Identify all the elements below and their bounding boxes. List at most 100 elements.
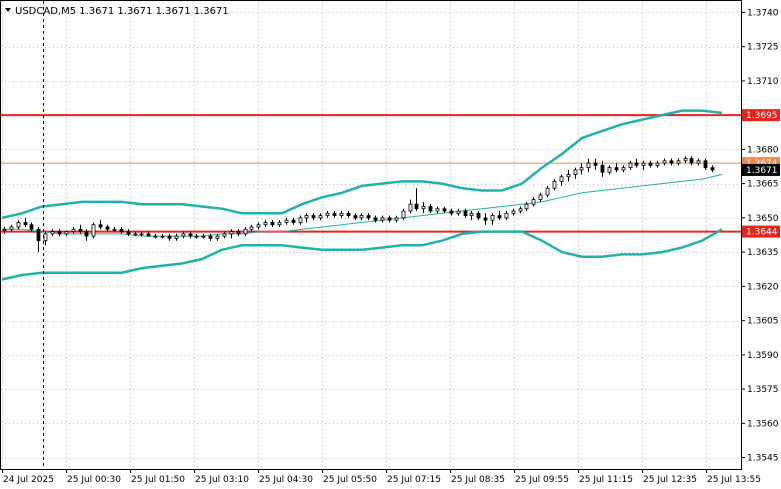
y-axis-tick-labels: 1.3740 1.3725 1.3710 1.3680 1.3665 1.3650 1.36… [741,8,779,464]
candle-body [36,228,41,242]
candle-body [222,233,227,237]
candle-body [16,222,21,228]
candle-body [586,162,591,169]
candle-body [243,228,248,235]
candle-body [689,158,694,164]
candles [2,156,715,253]
y-tick-label: 1.3650 [747,214,779,224]
candle-body [600,164,605,173]
candle-body [98,224,103,228]
candle-body [105,226,110,230]
y-tick-label: 1.3725 [747,43,779,53]
y-tick-label: 1.3740 [747,8,779,18]
candle-body [174,235,179,239]
y-tick-label: 1.3605 [747,317,779,327]
candle-body [593,162,598,166]
candle-body [57,231,62,235]
x-tick-label: 25 Jul 03:10 [195,475,249,485]
x-tick-label: 25 Jul 05:50 [323,475,377,485]
chart-title: USDCAD,M5 1.3671 1.3671 1.3671 1.3671 [15,6,229,17]
candle-body [490,215,495,221]
y-tick-label: 1.3590 [747,351,779,361]
y-tick-label: 1.3560 [747,419,779,429]
candle-body [380,217,385,221]
candle-body [112,228,117,231]
horizontal-levels [1,114,741,233]
candle-body [263,222,268,226]
x-tick-label: 25 Jul 08:35 [451,475,505,485]
candle-body [538,194,543,201]
candle-body [456,210,461,214]
candle-body [524,203,529,210]
candle-body [641,162,646,166]
plot-border [0,0,742,470]
candle-body [449,210,454,214]
y-tick-label: 1.3575 [747,385,779,395]
candle-body [332,212,337,216]
band-upper-line [1,109,723,220]
y-tick-label: 1.3635 [747,248,779,258]
candle-body [256,224,261,228]
x-tick-label: 24 Jul 2025 [3,475,54,485]
current-price-label-background [742,163,780,176]
candle-body [29,224,34,230]
candle-body [483,217,488,221]
band-lower-line [1,228,723,281]
candle-body [325,212,330,216]
candle-body [146,233,151,237]
candle-body [126,231,131,235]
x-tick-label: 25 Jul 11:15 [579,475,633,485]
candle-body [669,160,674,164]
y-tick-label: 1.3545 [747,454,779,464]
candle-body [463,210,468,216]
candle-body [284,219,289,223]
candle-body [236,231,241,235]
candle-body [662,160,667,164]
axes [0,0,742,470]
candle-body [710,167,715,171]
candle-body [167,235,172,239]
candle-body [442,208,447,212]
candle-body [504,212,509,219]
candle-body [476,212,481,219]
candle-body [387,217,392,221]
candle-body [428,206,433,212]
candle-body [215,235,220,239]
current-price-label: 1.3671 [746,166,778,176]
candle-body [91,224,96,237]
candle-body [9,226,14,230]
candle-body [401,210,406,219]
candle-body [229,231,234,235]
candle-body [559,176,564,182]
candle-body [628,162,633,169]
candle-body [64,231,69,235]
triangle-down-icon[interactable] [5,8,11,12]
candle-body [43,233,48,242]
candle-body [373,217,378,221]
bollinger-bands [1,109,723,281]
candle-body [23,222,28,226]
candle-body [249,226,254,230]
candle-body [201,235,206,238]
candle-body [634,162,639,166]
candle-body [545,187,550,196]
candle-body [511,210,516,214]
candle-body [339,212,344,216]
candle-body [194,235,199,238]
candle-body [579,167,584,171]
x-tick-label: 25 Jul 07:15 [387,475,441,485]
candle-body [497,215,502,219]
candle-body [139,233,144,236]
x-tick-label: 25 Jul 09:55 [515,475,569,485]
candle-body [683,158,688,162]
candle-body [676,160,681,164]
level-label-background [742,225,780,238]
candle-body [394,217,399,221]
candle-body [78,228,83,232]
chart-header: USDCAD,M5 1.3671 1.3671 1.3671 1.3671 [5,6,229,17]
candle-body [607,167,612,173]
candle-body [566,174,571,178]
x-tick-label: 25 Jul 01:50 [131,475,185,485]
y-tick-label: 1.3620 [747,282,779,292]
